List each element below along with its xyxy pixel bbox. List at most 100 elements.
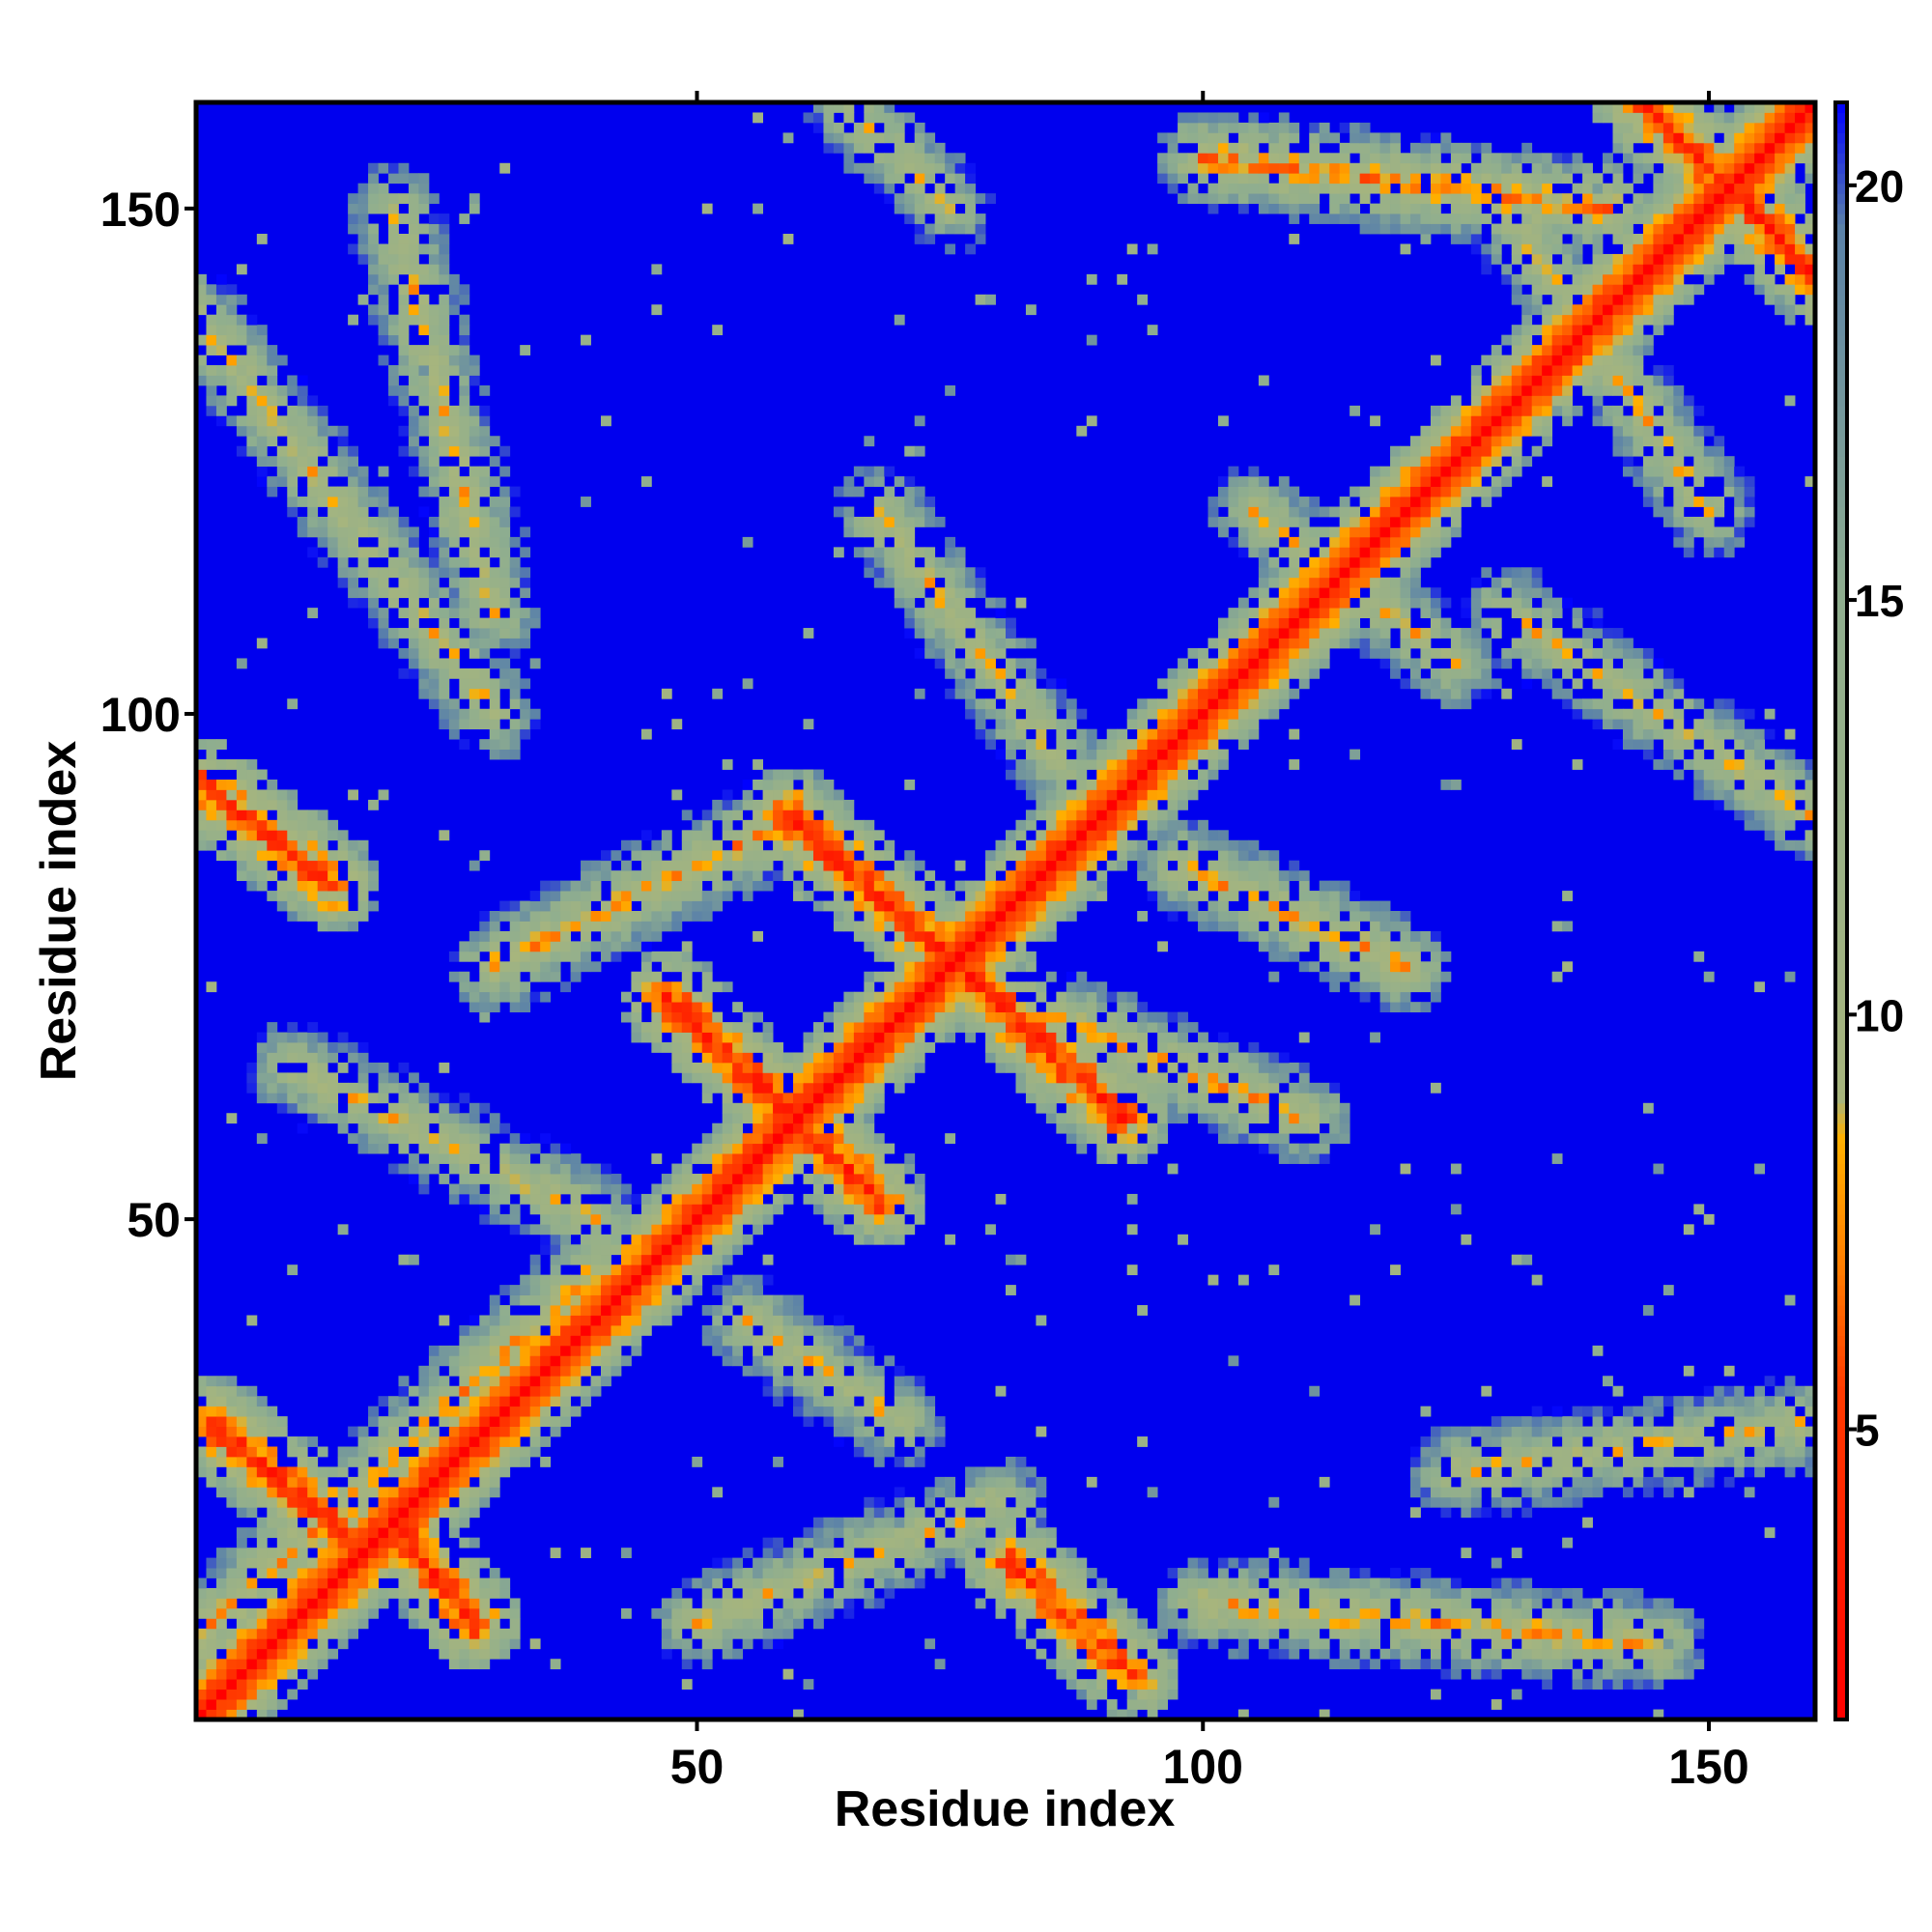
heatmap-cell [1258, 1568, 1269, 1578]
heatmap-cell [448, 1476, 460, 1488]
heatmap-cell [540, 1183, 552, 1195]
heatmap-cell [995, 1598, 1007, 1609]
heatmap-cell [215, 1709, 227, 1720]
heatmap-cell [833, 789, 844, 801]
heatmap-cell [520, 941, 531, 952]
heatmap-cell [701, 1183, 713, 1195]
heatmap-cell [762, 1072, 774, 1084]
heatmap-cell [742, 1213, 753, 1225]
heatmap-cell [661, 1234, 672, 1245]
heatmap-cell [773, 1568, 783, 1578]
heatmap-cell [529, 930, 541, 942]
heatmap-cell [1106, 1607, 1118, 1619]
heatmap-cell [1157, 880, 1169, 892]
heatmap-cell [1178, 1022, 1188, 1033]
heatmap-cell [803, 891, 814, 901]
heatmap-cell [601, 1324, 611, 1336]
heatmap-cell [1106, 1052, 1118, 1064]
heatmap-cell [985, 1466, 996, 1478]
heatmap-cell [408, 1487, 419, 1498]
heatmap-cell [722, 819, 733, 831]
heatmap-cell [995, 971, 1007, 982]
heatmap-cell [671, 1213, 683, 1225]
heatmap-cell [509, 1446, 521, 1458]
heatmap-cell [1056, 769, 1067, 781]
heatmap-cell [833, 799, 844, 810]
heatmap-cell [1187, 1052, 1199, 1064]
heatmap-cell [357, 1476, 369, 1488]
heatmap-cell [287, 1557, 298, 1569]
heatmap-cell [611, 930, 622, 942]
heatmap-cell [894, 1234, 905, 1245]
heatmap-cell [1157, 941, 1169, 952]
heatmap-cell [1198, 1618, 1208, 1630]
heatmap-cell [1633, 1648, 1644, 1660]
heatmap-cell [590, 1376, 602, 1387]
heatmap-cell [1065, 1082, 1077, 1094]
heatmap-cell [712, 981, 724, 993]
heatmap-cell [1268, 1082, 1280, 1094]
heatmap-cell [712, 1072, 724, 1084]
heatmap-cell [762, 799, 774, 810]
heatmap-cell [1531, 1416, 1543, 1427]
heatmap-cell [398, 1396, 410, 1407]
heatmap-cell [448, 1153, 460, 1164]
heatmap-cell [560, 1376, 571, 1387]
heatmap-cell [742, 819, 753, 831]
heatmap-cell [1775, 1406, 1785, 1417]
heatmap-cell [520, 1446, 531, 1458]
heatmap-cell [388, 1587, 399, 1599]
heatmap-cell [793, 1598, 804, 1609]
heatmap-cell [853, 1537, 865, 1548]
heatmap-cell [631, 839, 642, 851]
heatmap-cell [1339, 1113, 1350, 1124]
heatmap-cell [357, 1436, 369, 1447]
heatmap-cell [418, 1456, 430, 1467]
heatmap-cell [954, 1537, 966, 1548]
heatmap-cell [1370, 1659, 1380, 1670]
heatmap-cell [1703, 1436, 1715, 1447]
heatmap-cell [428, 1577, 440, 1589]
heatmap-cell [317, 1507, 328, 1519]
heatmap-cell [408, 1174, 419, 1184]
heatmap-cell [1167, 1163, 1179, 1175]
heatmap-cell [1208, 1113, 1219, 1124]
heatmap-cell [793, 769, 804, 781]
heatmap-cell [833, 1113, 844, 1124]
heatmap-cell [418, 1598, 430, 1609]
heatmap-cell [256, 1699, 268, 1710]
heatmap-cell [793, 1376, 804, 1387]
heatmap-cell [1248, 1587, 1260, 1599]
heatmap-cell [1531, 1618, 1543, 1630]
heatmap-cell [1217, 1062, 1229, 1073]
heatmap-cell [1228, 1557, 1239, 1569]
heatmap-cell [509, 1355, 521, 1367]
heatmap-cell [651, 1193, 663, 1205]
heatmap-cell [1440, 971, 1452, 982]
heatmap-cell [995, 930, 1007, 942]
heatmap-cell [1208, 1618, 1219, 1630]
heatmap-cell [459, 1396, 470, 1407]
heatmap-cell [853, 930, 865, 942]
heatmap-cell [985, 1224, 996, 1236]
heatmap-cell [1329, 1093, 1341, 1104]
heatmap-cell [1006, 1032, 1016, 1043]
heatmap-cell [640, 1193, 652, 1205]
heatmap-cell [1491, 1466, 1502, 1478]
heatmap-cell [934, 1011, 946, 1023]
heatmap-cell [793, 1345, 804, 1356]
heatmap-cell [1187, 1093, 1199, 1104]
heatmap-cell [499, 991, 511, 1003]
heatmap-cell [1025, 1527, 1037, 1539]
heatmap-cell [833, 1315, 844, 1326]
heatmap-cell [1491, 1668, 1502, 1680]
heatmap-cell [1137, 1032, 1149, 1043]
heatmap-cell [1461, 1587, 1472, 1599]
heatmap-cell [337, 911, 349, 922]
heatmap-cell [267, 1517, 278, 1528]
heatmap-cell [722, 981, 733, 993]
heatmap-cell [681, 1577, 693, 1589]
heatmap-cell [873, 1224, 885, 1236]
heatmap-cell [1329, 951, 1341, 962]
heatmap-cell [954, 880, 966, 892]
